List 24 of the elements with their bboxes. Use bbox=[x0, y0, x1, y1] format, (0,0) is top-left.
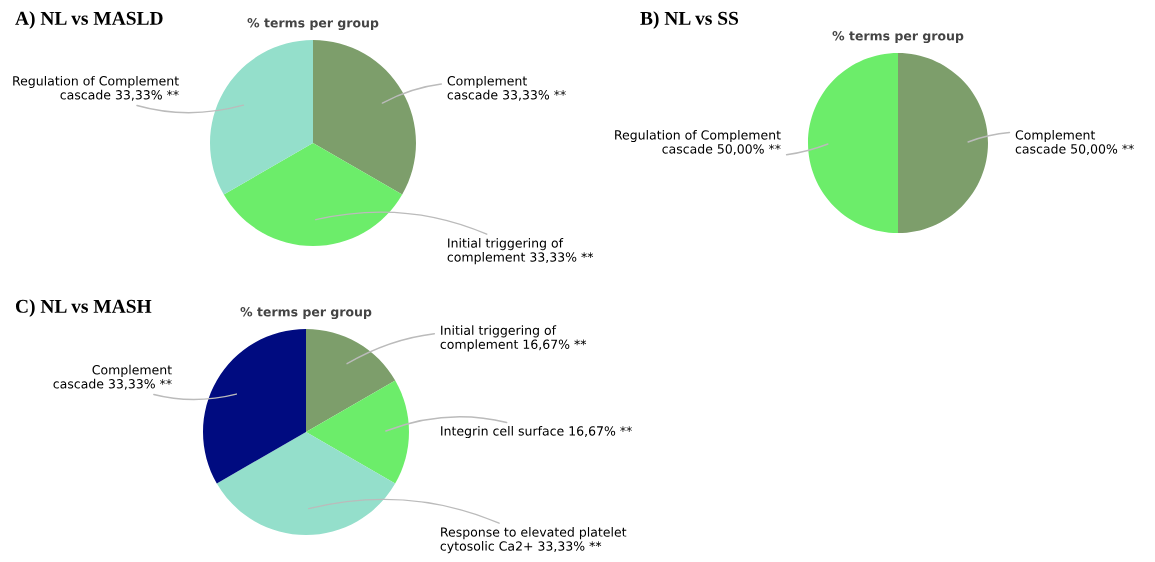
slice-label: Response to elevated platelet cytosolic Ca2+ 33,33% ** bbox=[440, 527, 627, 554]
chart-subtitle: % terms per group bbox=[247, 18, 379, 31]
chart-subtitle: % terms per group bbox=[240, 307, 372, 320]
pie-slice bbox=[306, 380, 409, 484]
pie-slice bbox=[210, 40, 313, 195]
slice-label: Regulation of Complement cascade 50,00% ** bbox=[615, 129, 781, 155]
pie-slice bbox=[898, 53, 988, 233]
slice-label: Initial triggering of complement 16,67% ** bbox=[440, 325, 587, 352]
pie-slice bbox=[203, 329, 306, 484]
slice-label: Initial triggering of complement 33,33% ** bbox=[447, 238, 594, 265]
pie-slice bbox=[808, 53, 898, 233]
pie-slice bbox=[216, 432, 396, 535]
slice-label: Integrin cell surface 16,67% ** bbox=[441, 425, 632, 439]
chart-title: C) NL vs MASH bbox=[15, 299, 152, 317]
slice-label: Complement cascade 33,33% ** bbox=[447, 75, 566, 101]
chart-title: B) NL vs SS bbox=[640, 11, 739, 29]
chart-subtitle: % terms per group bbox=[832, 31, 964, 44]
slice-label: Regulation of Complement cascade 33,33% ** bbox=[13, 75, 179, 101]
pie-slice bbox=[223, 143, 403, 246]
chart-title: A) NL vs MASLD bbox=[15, 11, 163, 29]
slice-label: Complement cascade 50,00% ** bbox=[1015, 129, 1134, 155]
pie-slice bbox=[313, 40, 416, 195]
slice-label: Complement cascade 33,33% ** bbox=[53, 364, 172, 390]
pie-slice bbox=[306, 329, 396, 432]
